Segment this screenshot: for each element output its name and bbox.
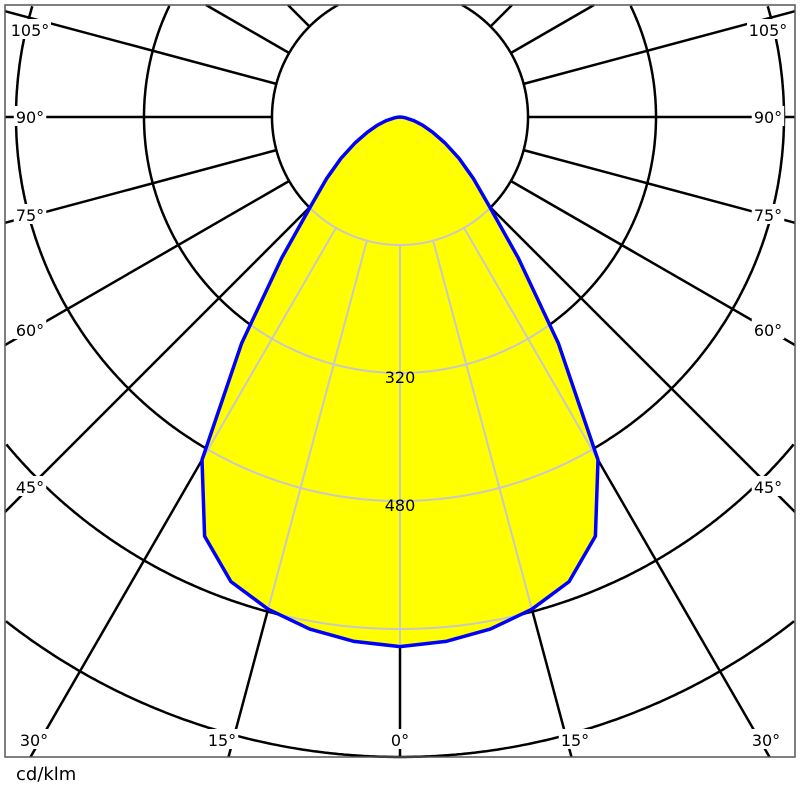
svg-text:0°: 0°: [391, 731, 409, 750]
svg-text:30°: 30°: [752, 731, 780, 750]
plot-frame: [4, 4, 796, 758]
svg-text:60°: 60°: [754, 321, 782, 340]
spoke-75: [4, 148, 277, 225]
angle-label-bottom-1: 15°: [205, 729, 239, 750]
angle-label-right-0: 105°: [747, 19, 789, 40]
radial-label-320: 320: [385, 368, 416, 387]
angle-label-left-2: 75°: [13, 204, 47, 225]
ring-480: [202, 117, 598, 502]
svg-text:105°: 105°: [11, 21, 50, 40]
spoke--135: [489, 4, 513, 28]
svg-text:90°: 90°: [16, 108, 44, 127]
svg-text:105°: 105°: [749, 21, 788, 40]
angle-label-left-3: 60°: [13, 319, 47, 340]
angle-label-bottom-4: 30°: [749, 729, 783, 750]
angle-label-left-1: 90°: [13, 106, 47, 127]
svg-text:480: 480: [385, 496, 416, 515]
svg-text:30°: 30°: [20, 731, 48, 750]
angle-label-bottom-0: 30°: [17, 729, 51, 750]
angle-label-right-3: 60°: [751, 319, 785, 340]
angle-label-right-1: 90°: [751, 106, 785, 127]
ring-320: [202, 117, 598, 374]
spoke-15: [227, 240, 368, 647]
svg-text:320: 320: [385, 368, 416, 387]
spoke--120: [510, 3, 595, 55]
spoke--75: [523, 148, 796, 225]
svg-text:45°: 45°: [16, 478, 44, 497]
spoke--45: [489, 206, 796, 513]
angle-label-bottom-3: 15°: [558, 729, 592, 750]
axis-labels: 105° 90° 75° 60° 45° 105° 90° 75° 60° 45° 30° 15° 0°…: [9, 19, 789, 750]
spoke-30: [202, 227, 337, 647]
intensity-curve: [200, 115, 600, 649]
svg-text:75°: 75°: [754, 206, 782, 225]
svg-text:75°: 75°: [16, 206, 44, 225]
spoke--15: [432, 240, 573, 647]
angle-label-left-0: 105°: [9, 19, 51, 40]
spoke--30: [463, 227, 598, 647]
spoke--60: [510, 179, 796, 347]
angle-label-right-4: 45°: [751, 476, 785, 497]
spoke-135: [287, 4, 311, 28]
spoke-45: [4, 206, 311, 513]
svg-text:45°: 45°: [754, 478, 782, 497]
svg-text:60°: 60°: [16, 321, 44, 340]
svg-text:90°: 90°: [754, 108, 782, 127]
svg-text:15°: 15°: [208, 731, 236, 750]
angle-label-left-4: 45°: [13, 476, 47, 497]
unit-label: cd/klm: [16, 764, 77, 785]
svg-text:15°: 15°: [561, 731, 589, 750]
radial-label-480: 480: [385, 496, 416, 515]
spoke-60: [4, 179, 290, 347]
angle-label-right-2: 75°: [751, 204, 785, 225]
spoke-120: [205, 3, 290, 55]
angle-label-bottom-2: 0°: [388, 729, 412, 750]
